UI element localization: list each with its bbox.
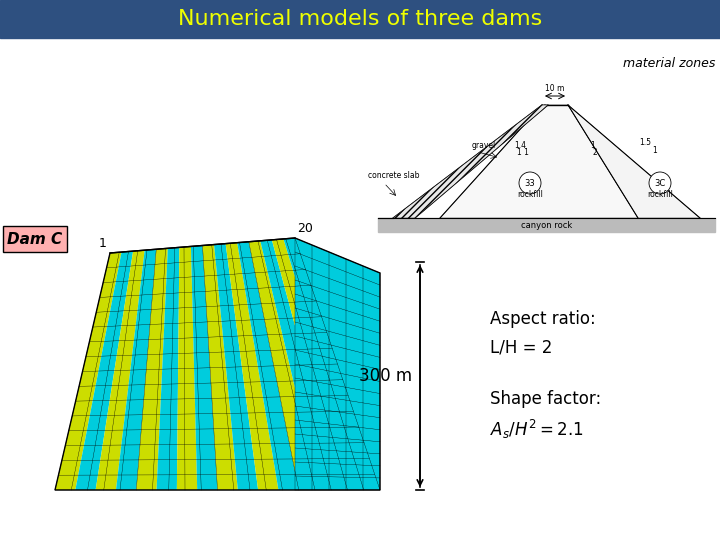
Polygon shape <box>96 250 145 490</box>
Bar <box>378 218 715 232</box>
Text: L/H = 2: L/H = 2 <box>490 338 552 356</box>
Text: 33: 33 <box>525 179 536 187</box>
Polygon shape <box>272 239 360 490</box>
Text: 1: 1 <box>99 237 107 250</box>
Text: 20: 20 <box>297 222 313 235</box>
Text: 1 1: 1 1 <box>517 148 529 157</box>
Polygon shape <box>116 249 156 490</box>
Polygon shape <box>202 245 238 490</box>
Text: Dam C: Dam C <box>7 232 63 246</box>
Polygon shape <box>237 242 299 490</box>
Polygon shape <box>76 251 133 490</box>
Circle shape <box>519 172 541 194</box>
Polygon shape <box>261 240 339 490</box>
Text: 3C: 3C <box>654 179 665 187</box>
Text: canyon rock: canyon rock <box>521 220 572 230</box>
Text: 1.4: 1.4 <box>514 141 526 150</box>
Polygon shape <box>177 246 197 490</box>
Polygon shape <box>393 105 548 218</box>
Text: 10 m: 10 m <box>545 84 564 93</box>
Text: Shape factor:: Shape factor: <box>490 390 601 408</box>
Text: rockfill: rockfill <box>647 190 673 199</box>
Text: gravel: gravel <box>472 141 496 150</box>
Polygon shape <box>440 105 638 218</box>
Text: 1: 1 <box>652 146 657 155</box>
Polygon shape <box>248 241 319 490</box>
Polygon shape <box>191 246 217 490</box>
Text: rockfill: rockfill <box>517 190 543 199</box>
Text: Aspect ratio:: Aspect ratio: <box>490 310 595 328</box>
Polygon shape <box>214 244 258 490</box>
Text: Numerical models of three dams: Numerical models of three dams <box>178 9 542 29</box>
Polygon shape <box>284 238 380 490</box>
Text: $A_s/H^2 = 2.1$: $A_s/H^2 = 2.1$ <box>490 418 583 441</box>
Bar <box>0 0 720 38</box>
Polygon shape <box>136 248 168 490</box>
Polygon shape <box>295 238 380 490</box>
Text: 1.5: 1.5 <box>639 138 651 147</box>
Polygon shape <box>55 252 122 490</box>
Text: 300 m: 300 m <box>359 367 412 385</box>
FancyBboxPatch shape <box>3 226 67 252</box>
Polygon shape <box>568 105 700 218</box>
Circle shape <box>649 172 671 194</box>
Polygon shape <box>225 242 279 490</box>
Polygon shape <box>156 247 179 490</box>
Text: concrete slab: concrete slab <box>368 171 420 180</box>
Text: 2: 2 <box>593 148 598 157</box>
Text: material zones: material zones <box>623 57 715 70</box>
Text: 1: 1 <box>590 141 595 150</box>
